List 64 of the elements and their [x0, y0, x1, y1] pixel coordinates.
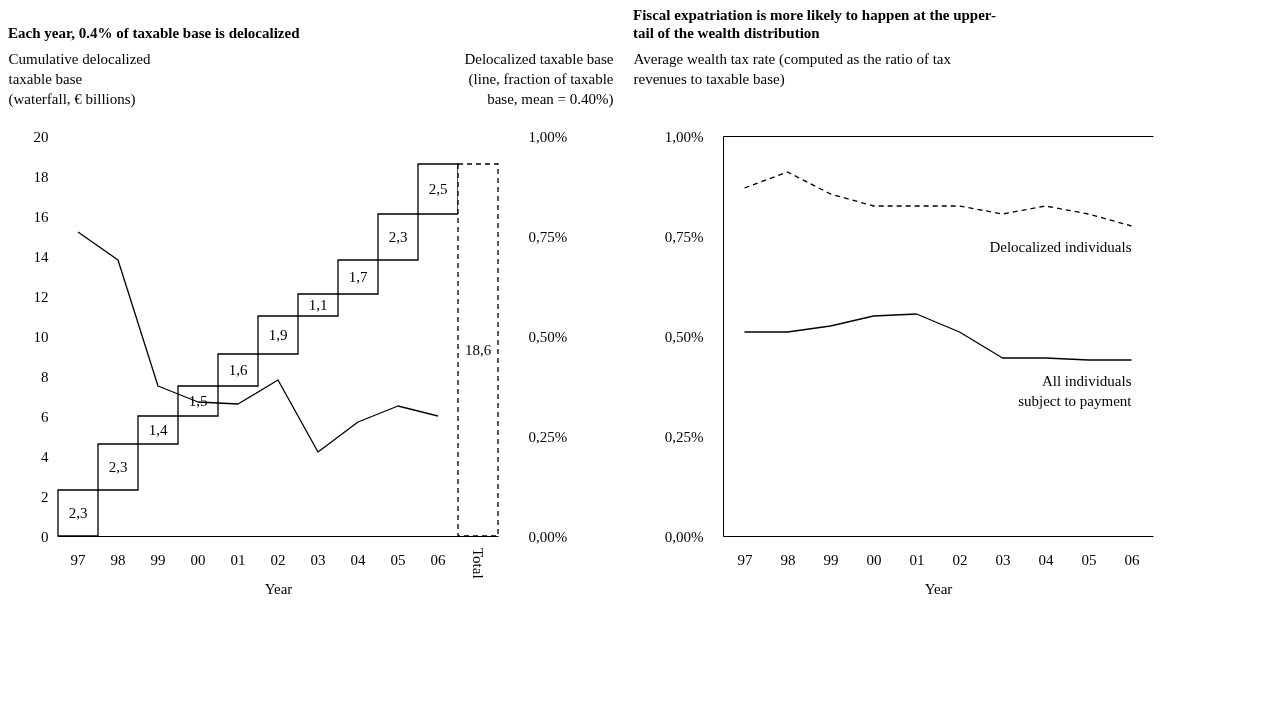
x-tick-label: 03: [310, 551, 326, 568]
x-tick-label: 06: [430, 551, 446, 568]
x-tick-label: 05: [1081, 551, 1097, 568]
data-label: 18,6: [464, 342, 492, 358]
x-tick-label: 01: [230, 551, 246, 568]
y2-tick-label: 0,75%: [528, 228, 568, 245]
y2-tick-label: 0,00%: [528, 528, 568, 545]
x-tick-label: 04: [350, 551, 366, 568]
x-tick-label: 02: [952, 551, 968, 568]
line-series: [77, 231, 439, 453]
x-tick-label: 97: [70, 551, 86, 568]
x-tick-label: 06: [1124, 551, 1140, 568]
y2-tick-label: 1,00%: [528, 128, 568, 145]
x-tick-label: 04: [1038, 551, 1054, 568]
y2-axis-title: Delocalized taxable base (line, fraction of taxable base, mean = 0.40%): [464, 50, 614, 108]
y2-tick-label: 0,50%: [528, 328, 568, 345]
data-label: 2,3: [388, 229, 408, 245]
series-label: Delocalized individuals: [989, 239, 1132, 255]
x-tick-label: 01: [909, 551, 925, 568]
x-axis-title: Year: [924, 580, 953, 597]
y-axis-title: Average wealth tax rate (computed as the ratio of tax revenues to taxable base): [633, 50, 952, 88]
y-tick-label: 18: [33, 168, 49, 185]
x-tick-label: 97: [737, 551, 753, 568]
y-tick-label: 0,25%: [664, 428, 704, 445]
x-tick-label: 00: [866, 551, 882, 568]
x-tick-label: 00: [190, 551, 206, 568]
y-tick-label: 2: [41, 488, 49, 505]
x-tick-label: 98: [780, 551, 796, 568]
x-tick-label: Total: [470, 548, 486, 579]
y-tick-label: 10: [33, 328, 49, 345]
y-tick-label: 8: [41, 368, 49, 385]
y-tick-label: 1,00%: [664, 128, 704, 145]
data-label: 1,7: [348, 269, 368, 285]
chart-title: Each year, 0.4% of taxable base is delocalized: [8, 25, 301, 41]
y-tick-label: 4: [41, 448, 49, 465]
data-label: 1,4: [148, 422, 168, 438]
data-label: 1,6: [228, 362, 248, 378]
x-tick-label: 98: [110, 551, 126, 568]
line-series: [743, 313, 1133, 361]
y-axis-title: Cumulative delocalized taxable base (waterfall, € billions): [8, 50, 152, 108]
x-tick-label: 99: [823, 551, 839, 568]
x-tick-label: 02: [270, 551, 286, 568]
x-tick-label: 03: [995, 551, 1011, 568]
x-axis-title: Year: [264, 580, 293, 597]
y-tick-label: 12: [33, 288, 49, 305]
y-tick-label: 0,50%: [664, 328, 704, 345]
x-tick-label: 99: [150, 551, 166, 568]
data-label: 1,9: [268, 327, 288, 343]
y-tick-label: 6: [41, 408, 49, 425]
y-tick-label: 0: [41, 528, 49, 545]
y-tick-label: 16: [33, 208, 49, 225]
data-label: 2,3: [68, 505, 88, 521]
data-label: 1,1: [308, 297, 328, 313]
line-series: [743, 171, 1133, 227]
y-tick-label: 0,75%: [664, 228, 704, 245]
x-tick-label: 05: [390, 551, 406, 568]
y2-tick-label: 0,25%: [528, 428, 568, 445]
series-label: All individuals subject to payment: [1018, 373, 1133, 409]
y-tick-label: 14: [33, 248, 49, 265]
data-label: 2,3: [108, 459, 128, 475]
y-tick-label: 0,00%: [664, 528, 704, 545]
chart-title: Fiscal expatriation is more likely to happen at the upper-tail of the wealth distribution: [633, 7, 996, 41]
y-tick-label: 20: [33, 128, 49, 145]
data-label: 2,5: [428, 181, 448, 197]
